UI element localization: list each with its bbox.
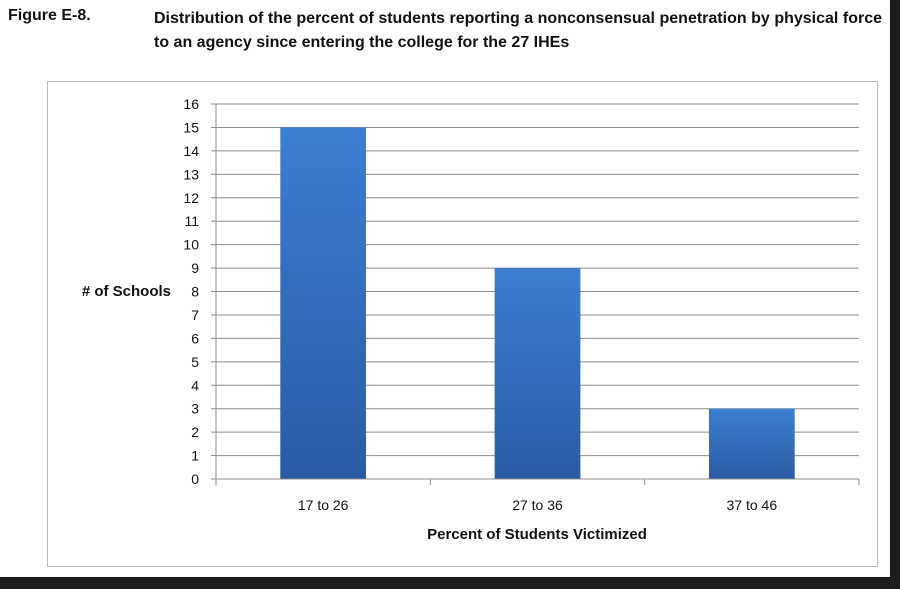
y-tick-label: 6 [191,330,199,346]
x-tick-label: 27 to 36 [512,497,563,513]
y-tick-label: 4 [191,377,199,393]
y-tick-label: 1 [191,448,199,464]
y-tick-label: 16 [183,96,199,112]
y-tick-label: 2 [191,424,199,440]
figure-label: Figure E-8. [8,7,91,24]
y-tick-label: 15 [183,119,199,135]
y-tick-label: 12 [183,190,199,206]
figure-page: Figure E-8. Distribution of the percent … [0,0,890,577]
x-tick-label: 17 to 26 [298,497,349,513]
axes [211,103,860,485]
figure-title: Distribution of the percent of students … [154,10,882,51]
y-axis-title: # of Schools [82,283,171,300]
x-axis-title: Percent of Students Victimized [427,526,647,543]
bar-2 [494,268,581,479]
y-tick-label: 13 [183,166,199,182]
y-tick-label: 9 [191,260,199,276]
bar-3 [708,408,795,479]
y-tick-label: 8 [191,284,199,300]
y-tick-label: 0 [191,471,199,487]
bars [280,127,795,479]
y-tick-label: 5 [191,354,199,370]
y-tick-label: 3 [191,401,199,417]
chart-frame [47,81,878,567]
y-tick-label: 10 [183,237,199,253]
y-tick-label: 11 [184,213,199,229]
y-tick-label: 14 [183,143,199,159]
y-tick-label: 7 [191,307,199,323]
x-tick-label: 37 to 46 [727,497,778,513]
bar-1 [280,127,367,479]
